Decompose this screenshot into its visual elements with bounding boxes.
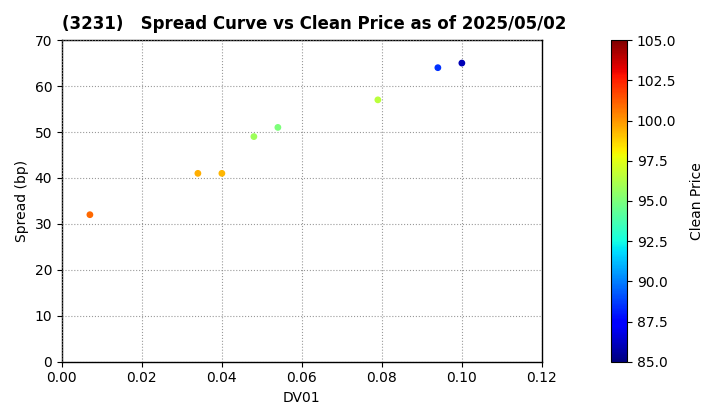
Y-axis label: Spread (bp): Spread (bp) [15,160,29,242]
Text: (3231)   Spread Curve vs Clean Price as of 2025/05/02: (3231) Spread Curve vs Clean Price as of… [62,15,566,33]
X-axis label: DV01: DV01 [283,391,320,405]
Point [248,133,260,140]
Point [272,124,284,131]
Point [432,64,444,71]
Point [192,170,204,177]
Point [216,170,228,177]
Y-axis label: Clean Price: Clean Price [690,162,704,240]
Point [84,211,96,218]
Point [456,60,467,66]
Point [372,97,384,103]
